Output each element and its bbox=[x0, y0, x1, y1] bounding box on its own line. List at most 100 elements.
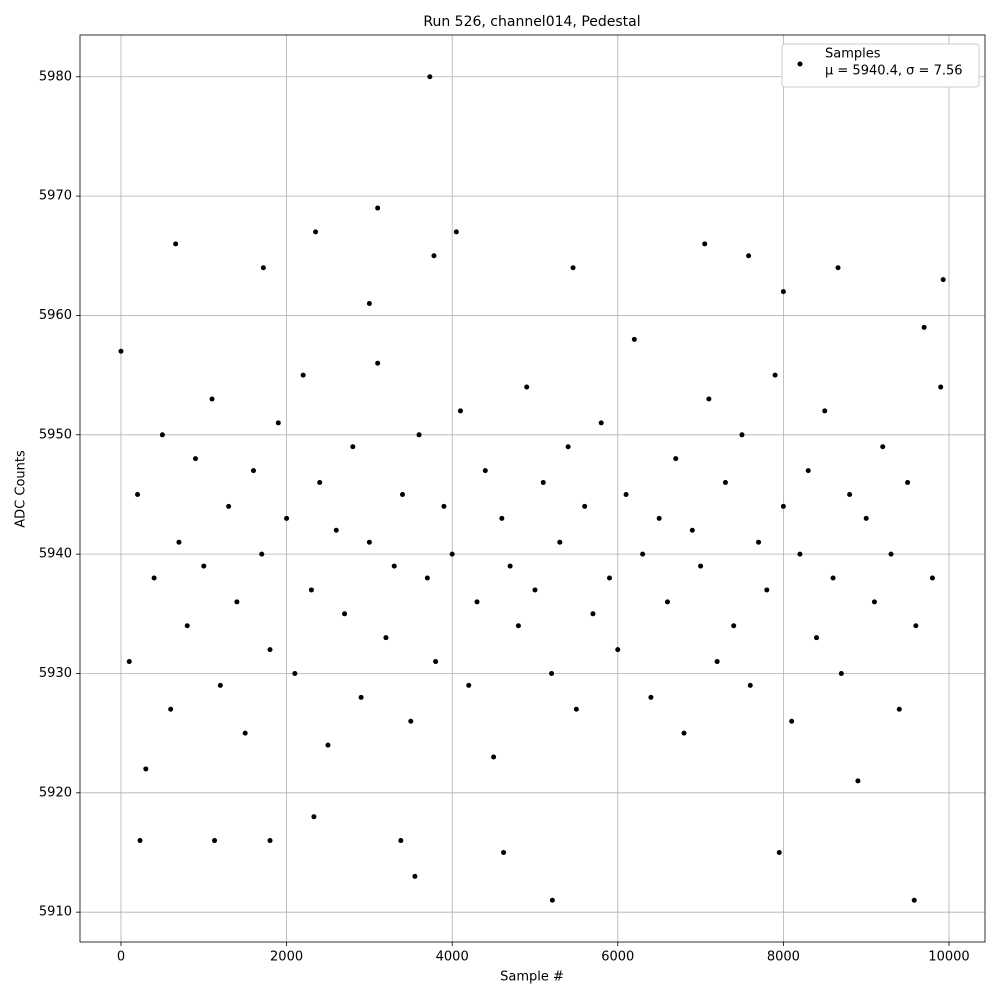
data-point bbox=[656, 515, 662, 521]
data-point bbox=[681, 730, 687, 736]
y-tick-label: 5930 bbox=[39, 666, 72, 681]
data-point bbox=[118, 348, 124, 354]
data-point bbox=[173, 241, 179, 247]
data-point bbox=[772, 372, 778, 378]
data-point bbox=[590, 611, 596, 617]
data-point bbox=[491, 754, 497, 760]
data-point bbox=[940, 277, 946, 283]
data-point bbox=[226, 503, 232, 509]
data-point bbox=[342, 611, 348, 617]
data-point bbox=[623, 491, 629, 497]
data-point bbox=[507, 563, 513, 569]
data-point bbox=[764, 587, 770, 593]
data-point bbox=[137, 838, 143, 844]
data-point bbox=[540, 480, 546, 486]
data-point bbox=[822, 408, 828, 414]
data-point bbox=[515, 623, 521, 629]
data-point bbox=[466, 682, 472, 688]
data-point bbox=[871, 599, 877, 605]
data-point bbox=[449, 551, 455, 557]
x-tick-label: 8000 bbox=[767, 950, 800, 965]
data-point bbox=[217, 682, 223, 688]
data-point bbox=[929, 575, 935, 581]
data-point bbox=[640, 551, 646, 557]
data-point bbox=[921, 324, 927, 330]
data-point bbox=[317, 480, 323, 486]
data-point bbox=[855, 778, 861, 784]
data-point bbox=[689, 527, 695, 533]
data-point bbox=[731, 623, 737, 629]
data-point bbox=[333, 527, 339, 533]
x-tick-label: 0 bbox=[117, 950, 125, 965]
x-tick-label: 4000 bbox=[436, 950, 469, 965]
data-point bbox=[135, 491, 141, 497]
data-point bbox=[570, 265, 576, 271]
data-point bbox=[532, 587, 538, 593]
data-point bbox=[615, 647, 621, 653]
data-point bbox=[780, 289, 786, 295]
data-point bbox=[308, 587, 314, 593]
data-point bbox=[325, 742, 331, 748]
data-point bbox=[648, 694, 654, 700]
x-tick-label: 6000 bbox=[601, 950, 634, 965]
data-point bbox=[780, 503, 786, 509]
data-point bbox=[457, 408, 463, 414]
legend-label: μ = 5940.4, σ = 7.56 bbox=[825, 64, 963, 79]
data-point bbox=[300, 372, 306, 378]
data-point bbox=[284, 515, 290, 521]
data-point bbox=[501, 849, 507, 855]
data-point bbox=[366, 301, 372, 307]
data-point bbox=[358, 694, 364, 700]
data-point bbox=[427, 74, 433, 80]
data-point bbox=[250, 468, 256, 474]
data-point bbox=[664, 599, 670, 605]
data-point bbox=[888, 551, 894, 557]
data-point bbox=[746, 253, 752, 259]
data-point bbox=[398, 838, 404, 844]
data-point bbox=[524, 384, 530, 390]
data-point bbox=[168, 706, 174, 712]
data-point bbox=[400, 491, 406, 497]
y-tick-label: 5970 bbox=[39, 189, 72, 204]
data-point bbox=[184, 623, 190, 629]
data-point bbox=[267, 838, 273, 844]
data-point bbox=[201, 563, 207, 569]
axes-frame bbox=[79, 34, 986, 943]
data-point bbox=[212, 838, 218, 844]
y-tick-label: 5910 bbox=[39, 905, 72, 920]
x-tick-label: 2000 bbox=[270, 950, 303, 965]
legend-label: Samples bbox=[825, 47, 881, 62]
data-point bbox=[631, 336, 637, 342]
data-point bbox=[847, 491, 853, 497]
y-axis-label: ADC Counts bbox=[14, 450, 29, 528]
data-point bbox=[234, 599, 240, 605]
data-point bbox=[582, 503, 588, 509]
x-axis-label: Sample # bbox=[500, 970, 564, 985]
data-point bbox=[408, 718, 414, 724]
data-point bbox=[905, 480, 911, 486]
data-point bbox=[416, 432, 422, 438]
data-point bbox=[193, 456, 199, 462]
y-tick-label: 5980 bbox=[39, 69, 72, 84]
data-point bbox=[441, 503, 447, 509]
data-point bbox=[474, 599, 480, 605]
data-point bbox=[366, 539, 372, 545]
data-point bbox=[776, 849, 782, 855]
data-point bbox=[431, 253, 437, 259]
x-tick-label: 10000 bbox=[928, 950, 969, 965]
data-point bbox=[383, 635, 389, 641]
data-point bbox=[242, 730, 248, 736]
data-point bbox=[499, 515, 505, 521]
legend-marker bbox=[797, 61, 803, 67]
data-point bbox=[756, 539, 762, 545]
data-point bbox=[835, 265, 841, 271]
chart-title: Run 526, channel014, Pedestal bbox=[423, 14, 640, 30]
data-point bbox=[896, 706, 902, 712]
data-point bbox=[557, 539, 563, 545]
data-point bbox=[739, 432, 745, 438]
data-point bbox=[913, 623, 919, 629]
y-tick-label: 5940 bbox=[39, 547, 72, 562]
